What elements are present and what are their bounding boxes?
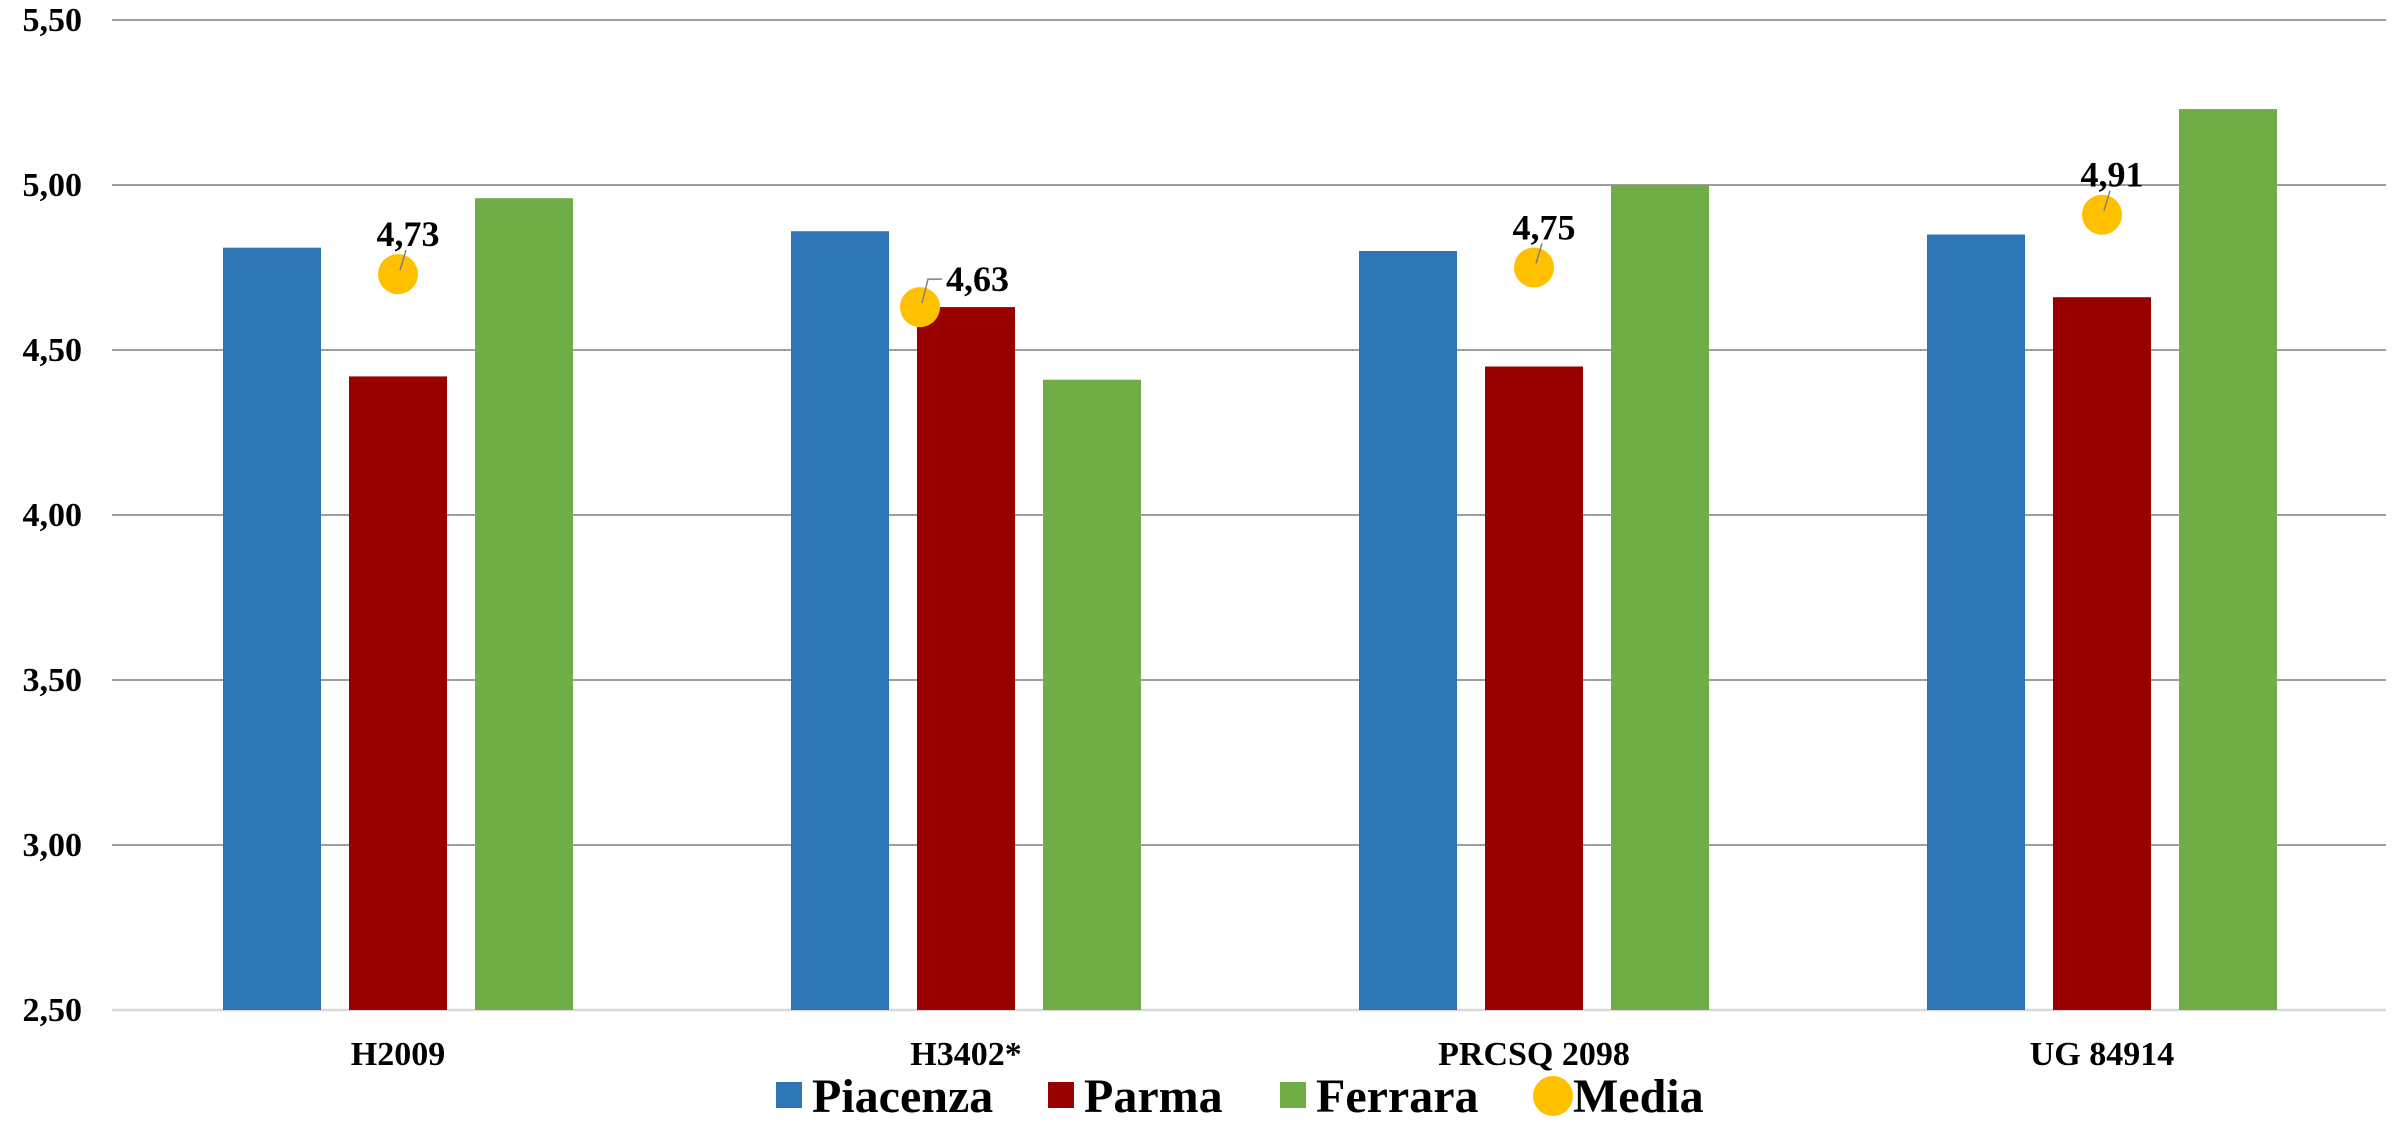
y-tick-label: 5,00 [23,167,83,204]
bar-ferrara-1 [475,198,573,1010]
legend-swatch-parma [1048,1082,1074,1108]
legend-label-parma: Parma [1084,1070,1223,1123]
media-marker-1 [378,254,418,295]
bar-ferrara-2 [1043,379,1141,1010]
y-tick-label: 2,50 [23,992,83,1029]
legend-label-piacenza: Piacenza [812,1070,993,1123]
legend-swatch-piacenza [776,1082,802,1108]
gridlines [112,19,2386,1012]
legend-label-ferrara: Ferrara [1316,1070,1479,1123]
y-tick-label: 4,50 [23,332,83,369]
bar-piacenza-3 [1359,251,1457,1010]
media-data-label-1: 4,73 [377,214,440,254]
x-tick-label: H2009 [351,1036,445,1073]
x-tick-label: PRCSQ 2098 [1438,1036,1630,1073]
media-data-label-3: 4,75 [1513,208,1576,248]
bar-parma-2 [917,307,1015,1011]
legend-label-media: Media [1573,1070,1704,1123]
media-marker-2 [900,287,940,328]
media-data-label-2: 4,63 [946,259,1009,299]
data-label-leader [1535,243,1543,264]
bar-piacenza-4 [1927,234,2025,1010]
bar-parma-3 [1485,366,1583,1010]
x-tick-label: UG 84914 [2030,1036,2175,1073]
bar-ferrara-3 [1611,185,1709,1010]
media-data-label-4: 4,91 [2081,155,2144,195]
x-axis: H2009 H3402* PRCSQ 2098 UG 84914 [351,1036,2174,1073]
y-tick-label: 3,00 [23,827,83,864]
bar-piacenza-1 [223,247,321,1010]
data-label-leader [399,249,407,271]
media-marker-4 [2082,194,2122,235]
mean-markers: 4,73 4,63 4,75 4,91 [377,155,2144,328]
bar-piacenza-2 [791,231,889,1010]
y-axis: 2,50 3,00 3,50 4,00 4,50 5,00 5,50 [23,2,83,1029]
y-tick-label: 4,00 [23,497,83,534]
legend: Piacenza Parma Ferrara Media [776,1070,1704,1123]
legend-swatch-ferrara [1280,1082,1306,1108]
media-marker-3 [1514,247,1554,288]
data-label-leader [2103,190,2111,211]
x-tick-label: H3402* [910,1036,1021,1073]
y-tick-label: 5,50 [23,2,83,39]
legend-marker-media [1533,1076,1573,1116]
bar-ferrara-4 [2179,109,2277,1011]
bars [223,109,2277,1011]
data-label-leader [921,278,942,304]
bar-parma-1 [349,376,447,1010]
y-tick-label: 3,50 [23,662,83,699]
bar-parma-4 [2053,297,2151,1010]
